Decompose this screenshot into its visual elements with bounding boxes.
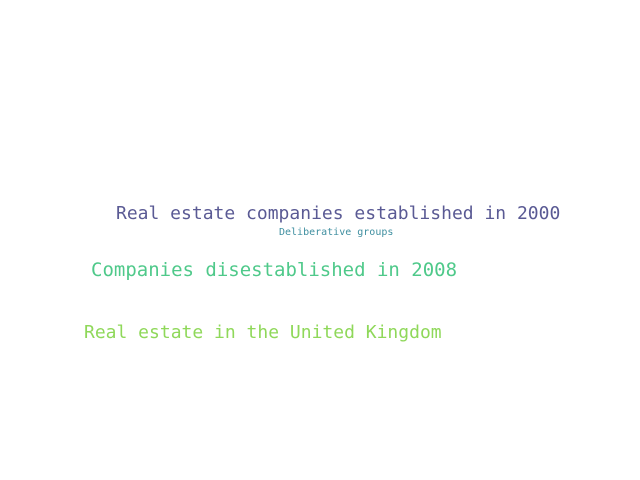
word-real-estate-uk: Real estate in the United Kingdom <box>84 322 442 343</box>
word-real-estate-companies-2000: Real estate companies established in 200… <box>116 203 561 224</box>
word-deliberative-groups: Deliberative groups <box>279 227 394 238</box>
word-companies-disestablished-2008: Companies disestablished in 2008 <box>91 259 458 281</box>
